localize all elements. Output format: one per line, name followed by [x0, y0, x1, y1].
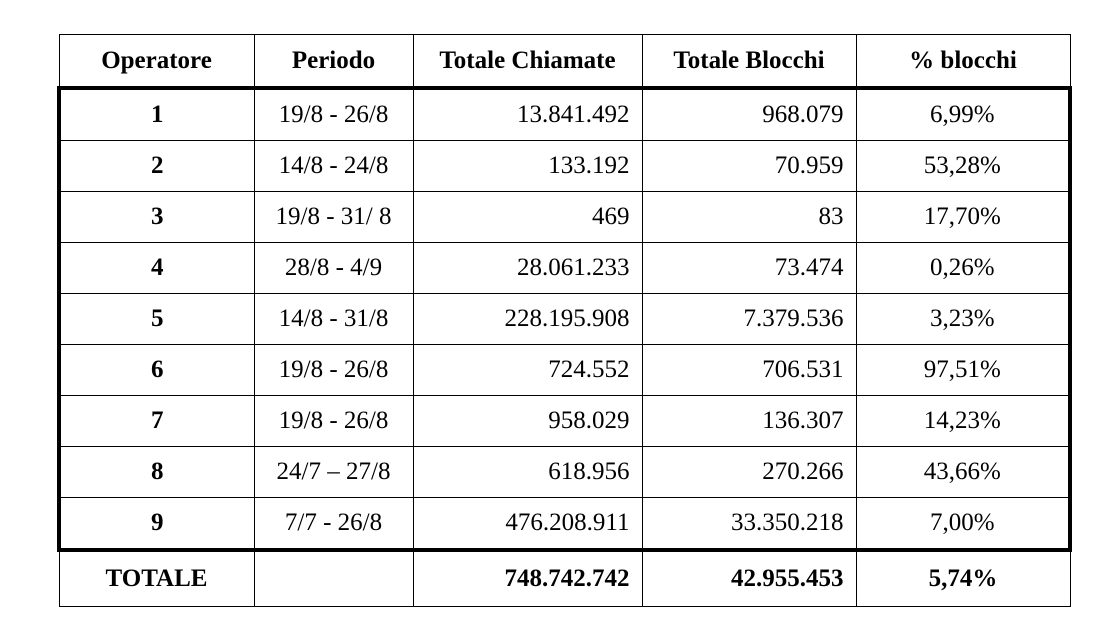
cell-chiamate: 133.192 — [412, 140, 643, 192]
cell-chiamate: 13.841.492 — [412, 87, 643, 141]
cell-periodo: 14/8 - 31/8 — [253, 293, 414, 345]
cell-chiamate: 618.956 — [412, 446, 643, 498]
cell-operatore: 8 — [57, 446, 255, 498]
cell-percent: 0,26% — [855, 242, 1072, 294]
total-chiamate: 748.742.742 — [412, 549, 643, 607]
table-header: Operatore Periodo Totale Chiamate Totale… — [58, 34, 1071, 90]
header-operatore: Operatore — [58, 34, 255, 90]
cell-operatore: 3 — [57, 191, 255, 243]
cell-blocchi: 706.531 — [641, 344, 857, 396]
cell-percent: 3,23% — [855, 293, 1072, 345]
cell-chiamate: 724.552 — [412, 344, 643, 396]
cell-periodo: 7/7 - 26/8 — [253, 497, 414, 552]
table-row: 1 19/8 - 26/8 13.841.492 968.079 6,99% — [57, 87, 1072, 141]
cell-blocchi: 7.379.536 — [641, 293, 857, 345]
total-label: TOTALE — [58, 549, 255, 607]
table-row: 3 19/8 - 31/ 8 469 83 17,70% — [57, 191, 1072, 243]
cell-operatore: 6 — [57, 344, 255, 396]
header-periodo: Periodo — [253, 34, 414, 90]
table-row: 8 24/7 – 27/8 618.956 270.266 43,66% — [57, 446, 1072, 498]
header-row: Operatore Periodo Totale Chiamate Totale… — [58, 34, 1071, 90]
cell-periodo: 19/8 - 26/8 — [253, 395, 414, 447]
cell-operatore: 1 — [57, 87, 255, 141]
table-row: 6 19/8 - 26/8 724.552 706.531 97,51% — [57, 344, 1072, 396]
cell-operatore: 5 — [57, 293, 255, 345]
table-body: 1 19/8 - 26/8 13.841.492 968.079 6,99% 2… — [57, 87, 1072, 552]
cell-periodo: 19/8 - 26/8 — [253, 344, 414, 396]
table-row: 9 7/7 - 26/8 476.208.911 33.350.218 7,00… — [57, 497, 1072, 552]
total-periodo — [253, 549, 414, 607]
cell-blocchi: 270.266 — [641, 446, 857, 498]
cell-blocchi: 73.474 — [641, 242, 857, 294]
cell-chiamate: 476.208.911 — [412, 497, 643, 552]
cell-percent: 17,70% — [855, 191, 1072, 243]
cell-operatore: 2 — [57, 140, 255, 192]
cell-periodo: 19/8 - 31/ 8 — [253, 191, 414, 243]
cell-percent: 6,99% — [855, 87, 1072, 141]
header-percent-blocchi: % blocchi — [855, 34, 1071, 90]
total-row: TOTALE 748.742.742 42.955.453 5,74% — [58, 549, 1071, 607]
cell-operatore: 9 — [57, 497, 255, 552]
table-footer: TOTALE 748.742.742 42.955.453 5,74% — [58, 549, 1071, 607]
cell-chiamate: 228.195.908 — [412, 293, 643, 345]
cell-blocchi: 136.307 — [641, 395, 857, 447]
table-row: 2 14/8 - 24/8 133.192 70.959 53,28% — [57, 140, 1072, 192]
total-blocchi: 42.955.453 — [641, 549, 857, 607]
cell-blocchi: 33.350.218 — [641, 497, 857, 552]
cell-chiamate: 958.029 — [412, 395, 643, 447]
cell-blocchi: 968.079 — [641, 87, 857, 141]
cell-operatore: 4 — [57, 242, 255, 294]
cell-blocchi: 70.959 — [641, 140, 857, 192]
cell-periodo: 24/7 – 27/8 — [253, 446, 414, 498]
cell-chiamate: 28.061.233 — [412, 242, 643, 294]
table-row: 7 19/8 - 26/8 958.029 136.307 14,23% — [57, 395, 1072, 447]
cell-percent: 43,66% — [855, 446, 1072, 498]
header-totale-blocchi: Totale Blocchi — [641, 34, 857, 90]
cell-percent: 7,00% — [855, 497, 1072, 552]
cell-periodo: 19/8 - 26/8 — [253, 87, 414, 141]
cell-percent: 53,28% — [855, 140, 1072, 192]
cell-chiamate: 469 — [412, 191, 643, 243]
cell-periodo: 28/8 - 4/9 — [253, 242, 414, 294]
header-totale-chiamate: Totale Chiamate — [412, 34, 643, 90]
total-percent: 5,74% — [855, 549, 1071, 607]
cell-blocchi: 83 — [641, 191, 857, 243]
cell-operatore: 7 — [57, 395, 255, 447]
operator-blocks-table: Operatore Periodo Totale Chiamate Totale… — [57, 34, 1072, 607]
cell-periodo: 14/8 - 24/8 — [253, 140, 414, 192]
table-row: 4 28/8 - 4/9 28.061.233 73.474 0,26% — [57, 242, 1072, 294]
cell-percent: 14,23% — [855, 395, 1072, 447]
cell-percent: 97,51% — [855, 344, 1072, 396]
table-row: 5 14/8 - 31/8 228.195.908 7.379.536 3,23… — [57, 293, 1072, 345]
